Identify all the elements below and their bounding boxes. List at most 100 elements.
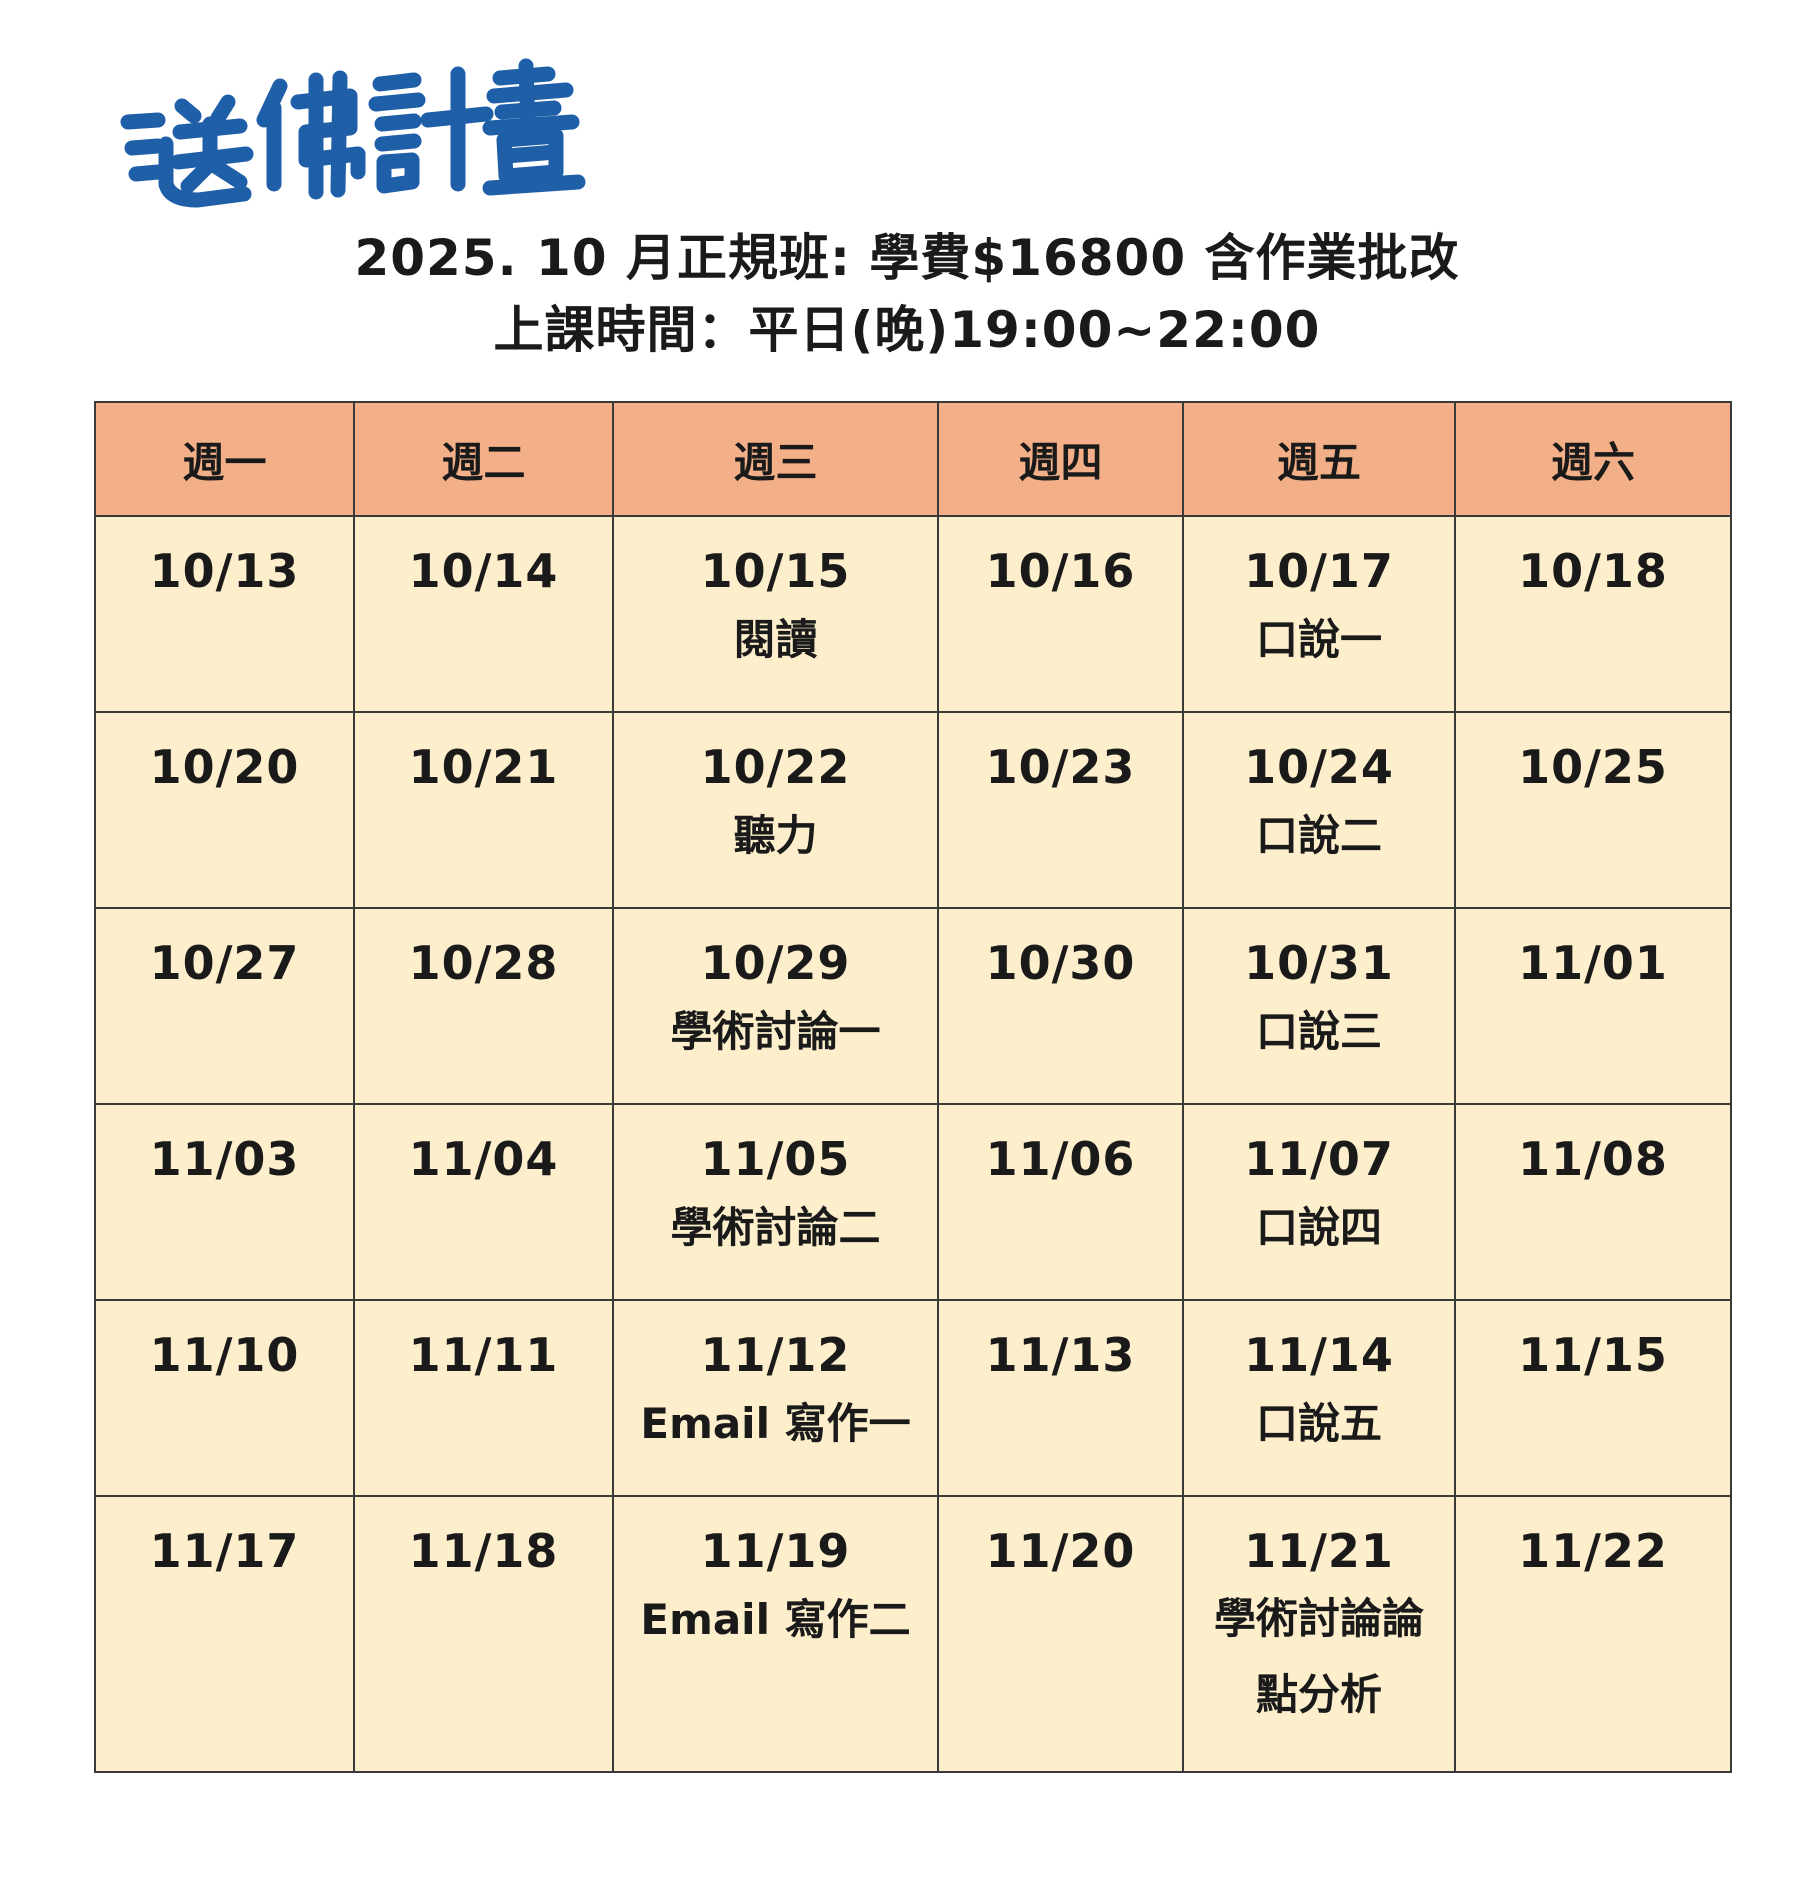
cell-date: 10/30	[985, 936, 1136, 990]
cell-date: 11/07	[1244, 1132, 1394, 1186]
cell-topic: 口說四	[1255, 1203, 1382, 1252]
cell-date: 11/06	[985, 1132, 1136, 1186]
cell-date: 10/28	[408, 936, 559, 990]
column-header: 週三	[612, 401, 939, 517]
table-cell: 10/20	[94, 711, 355, 909]
cell-topic: 口說一	[1255, 615, 1382, 664]
table-cell: 11/03	[94, 1103, 355, 1301]
cell-date: 10/14	[408, 544, 559, 598]
cell-date: 10/16	[985, 544, 1136, 598]
table-row: 10/20 10/21 10/22 聽力 10/23 10/24 口說二 10/25	[94, 711, 1732, 909]
table-cell: 11/18	[353, 1495, 614, 1773]
table-cell: 10/21	[353, 711, 614, 909]
table-cell: 11/11	[353, 1299, 614, 1497]
cell-date: 10/20	[149, 740, 300, 794]
table-cell: 10/31 口說三	[1182, 907, 1456, 1105]
cell-date: 10/23	[985, 740, 1136, 794]
cell-date: 11/08	[1518, 1132, 1668, 1186]
table-row: 11/17 11/18 11/19 Email 寫作二 11/20 11/21 學術…	[94, 1495, 1732, 1773]
cell-date: 10/21	[408, 740, 559, 794]
cell-date: 10/22	[700, 740, 851, 794]
cell-topic: Email 寫作一	[640, 1399, 911, 1448]
cell-topic: 聽力	[733, 811, 818, 860]
table-cell: 11/10	[94, 1299, 355, 1497]
table-cell: 10/27	[94, 907, 355, 1105]
table-cell: 11/12 Email 寫作一	[612, 1299, 939, 1497]
cell-date: 11/18	[408, 1524, 559, 1578]
table-cell: 10/22 聽力	[612, 711, 939, 909]
cell-date: 10/18	[1518, 544, 1668, 598]
cell-date: 10/29	[700, 936, 851, 990]
table-cell: 11/22	[1454, 1495, 1732, 1773]
column-header: 週五	[1182, 401, 1456, 517]
cell-date: 11/19	[700, 1524, 851, 1578]
cell-date: 11/12	[700, 1328, 851, 1382]
table-row: 11/03 11/04 11/05 學術討論二 11/06 11/07 口說四 11…	[94, 1103, 1732, 1301]
table-cell: 10/14	[353, 515, 614, 713]
brand-logo	[118, 44, 588, 214]
table-cell: 10/29 學術討論一	[612, 907, 939, 1105]
cell-date: 11/01	[1518, 936, 1668, 990]
cell-date: 11/04	[408, 1132, 559, 1186]
table-cell: 10/18	[1454, 515, 1732, 713]
title-block: 2025. 10 月正規班: 學費$16800 含作業批改 上課時間：平日(晚)…	[0, 222, 1814, 366]
table-cell: 11/21 學術討論論 點分析	[1182, 1495, 1456, 1773]
cell-date: 11/14	[1244, 1328, 1394, 1382]
cell-date: 11/15	[1518, 1328, 1668, 1382]
table-cell: 11/14 口說五	[1182, 1299, 1456, 1497]
column-header: 週一	[94, 401, 355, 517]
cell-topic: 學術討論論 點分析	[1213, 1594, 1424, 1719]
table-cell: 11/04	[353, 1103, 614, 1301]
cell-date: 11/13	[985, 1328, 1136, 1382]
table-cell: 11/20	[937, 1495, 1184, 1773]
table-cell: 11/17	[94, 1495, 355, 1773]
cell-date: 10/31	[1244, 936, 1394, 990]
table-cell: 10/30	[937, 907, 1184, 1105]
table-row: 11/10 11/11 11/12 Email 寫作一 11/13 11/14 口說…	[94, 1299, 1732, 1497]
class-time: 上課時間：平日(晚)19:00~22:00	[493, 301, 1321, 359]
cell-topic: 口說三	[1255, 1007, 1382, 1056]
cell-date: 11/21	[1244, 1524, 1394, 1578]
table-cell: 11/19 Email 寫作二	[612, 1495, 939, 1773]
cell-date: 10/24	[1244, 740, 1394, 794]
column-header: 週六	[1454, 401, 1732, 517]
cell-date: 11/05	[700, 1132, 851, 1186]
table-cell: 11/13	[937, 1299, 1184, 1497]
table-cell: 10/17 口說一	[1182, 515, 1456, 713]
table-cell: 10/16	[937, 515, 1184, 713]
course-title: 2025. 10 月正規班: 學費$16800 含作業批改	[354, 229, 1460, 287]
table-cell: 10/13	[94, 515, 355, 713]
schedule-table: 週一 週二 週三 週四 週五 週六 10/13 10/14 10/15 閱讀 10…	[94, 401, 1732, 1773]
cell-topic: 學術討論二	[670, 1203, 881, 1252]
cell-date: 11/20	[985, 1524, 1136, 1578]
brand-logo-icon	[120, 58, 586, 208]
table-cell: 11/15	[1454, 1299, 1732, 1497]
table-cell: 10/23	[937, 711, 1184, 909]
table-row: 10/27 10/28 10/29 學術討論一 10/30 10/31 口說三 11…	[94, 907, 1732, 1105]
table-row: 10/13 10/14 10/15 閱讀 10/16 10/17 口說一 10/18	[94, 515, 1732, 713]
cell-date: 10/15	[700, 544, 851, 598]
table-cell: 10/24 口說二	[1182, 711, 1456, 909]
cell-topic: 口說五	[1255, 1399, 1382, 1448]
cell-date: 10/25	[1518, 740, 1668, 794]
cell-date: 11/17	[149, 1524, 300, 1578]
cell-date: 11/03	[149, 1132, 300, 1186]
table-cell: 10/28	[353, 907, 614, 1105]
cell-topic: Email 寫作二	[640, 1595, 911, 1644]
cell-date: 10/27	[149, 936, 300, 990]
column-header: 週四	[937, 401, 1184, 517]
table-cell: 11/01	[1454, 907, 1732, 1105]
header-row: 週一 週二 週三 週四 週五 週六	[94, 401, 1732, 517]
cell-topic: 口說二	[1255, 811, 1382, 860]
table-cell: 11/06	[937, 1103, 1184, 1301]
cell-date: 11/22	[1518, 1524, 1668, 1578]
table-cell: 10/15 閱讀	[612, 515, 939, 713]
cell-date: 10/13	[149, 544, 300, 598]
table-cell: 11/08	[1454, 1103, 1732, 1301]
cell-date: 10/17	[1244, 544, 1394, 598]
table-cell: 11/05 學術討論二	[612, 1103, 939, 1301]
table-cell: 11/07 口說四	[1182, 1103, 1456, 1301]
cell-date: 11/11	[408, 1328, 559, 1382]
table-cell: 10/25	[1454, 711, 1732, 909]
cell-date: 11/10	[149, 1328, 300, 1382]
